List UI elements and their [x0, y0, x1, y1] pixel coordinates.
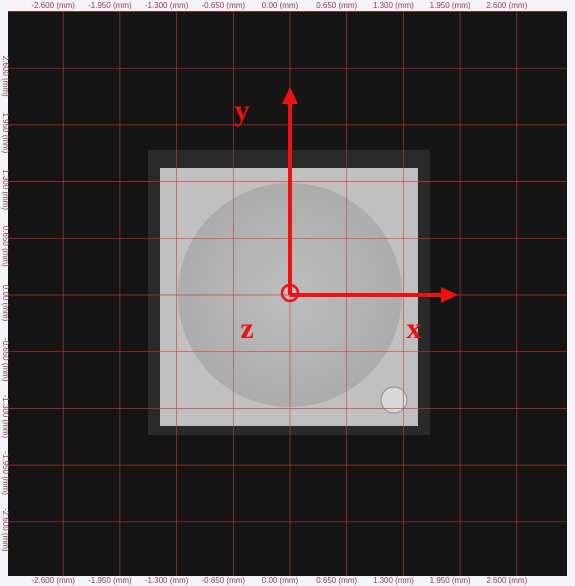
top-axis-label: -1.950 (mm): [88, 1, 132, 10]
left-axis-label: -0.650 (mm): [1, 338, 10, 382]
top-axis-label: 0.00 (mm): [262, 1, 299, 10]
top-axis-label: -0.650 (mm): [202, 1, 246, 10]
bottom-axis-label: 0.00 (mm): [262, 576, 299, 585]
top-axis-label: -2.600 (mm): [31, 1, 75, 10]
bottom-axis-label: 1.950 (mm): [430, 576, 471, 585]
bottom-axis-label: 0.650 (mm): [316, 576, 357, 585]
z-origin: [280, 283, 300, 303]
left-axis-label: -2.600 (mm): [1, 508, 10, 552]
top-axis-label: 2.600 (mm): [486, 1, 527, 10]
top-axis-label: 1.950 (mm): [430, 1, 471, 10]
bottom-axis-label: -2.600 (mm): [31, 576, 75, 585]
top-axis-label: 1.300 (mm): [373, 1, 414, 10]
z-label: z: [240, 312, 253, 345]
bottom-axis-label: -1.300 (mm): [145, 576, 189, 585]
left-axis-label: -1.300 (mm): [1, 395, 10, 439]
bottom-axis-label: 2.600 (mm): [486, 576, 527, 585]
left-axis-label: 0.00 (mm): [1, 285, 10, 322]
bottom-axis-label: -0.650 (mm): [202, 576, 246, 585]
top-axis-label: 0.650 (mm): [316, 1, 357, 10]
left-axis-label: 0.650 (mm): [1, 226, 10, 267]
x-label: x: [407, 312, 422, 345]
y-arrowhead: [282, 87, 298, 104]
chip-marker: [380, 386, 408, 414]
left-axis-label: 1.950 (mm): [1, 112, 10, 153]
top-axis-label: -1.300 (mm): [145, 1, 189, 10]
bottom-axis-label: -1.950 (mm): [88, 576, 132, 585]
x-arrowhead: [441, 287, 458, 303]
axes-overlay: y z x: [235, 87, 458, 345]
left-axis-label: 1.300 (mm): [1, 169, 10, 210]
left-axis-label: -1.950 (mm): [1, 451, 10, 495]
bottom-axis-label: 1.300 (mm): [373, 576, 414, 585]
y-label: y: [235, 94, 250, 127]
left-axis-label: 2.600 (mm): [1, 56, 10, 97]
